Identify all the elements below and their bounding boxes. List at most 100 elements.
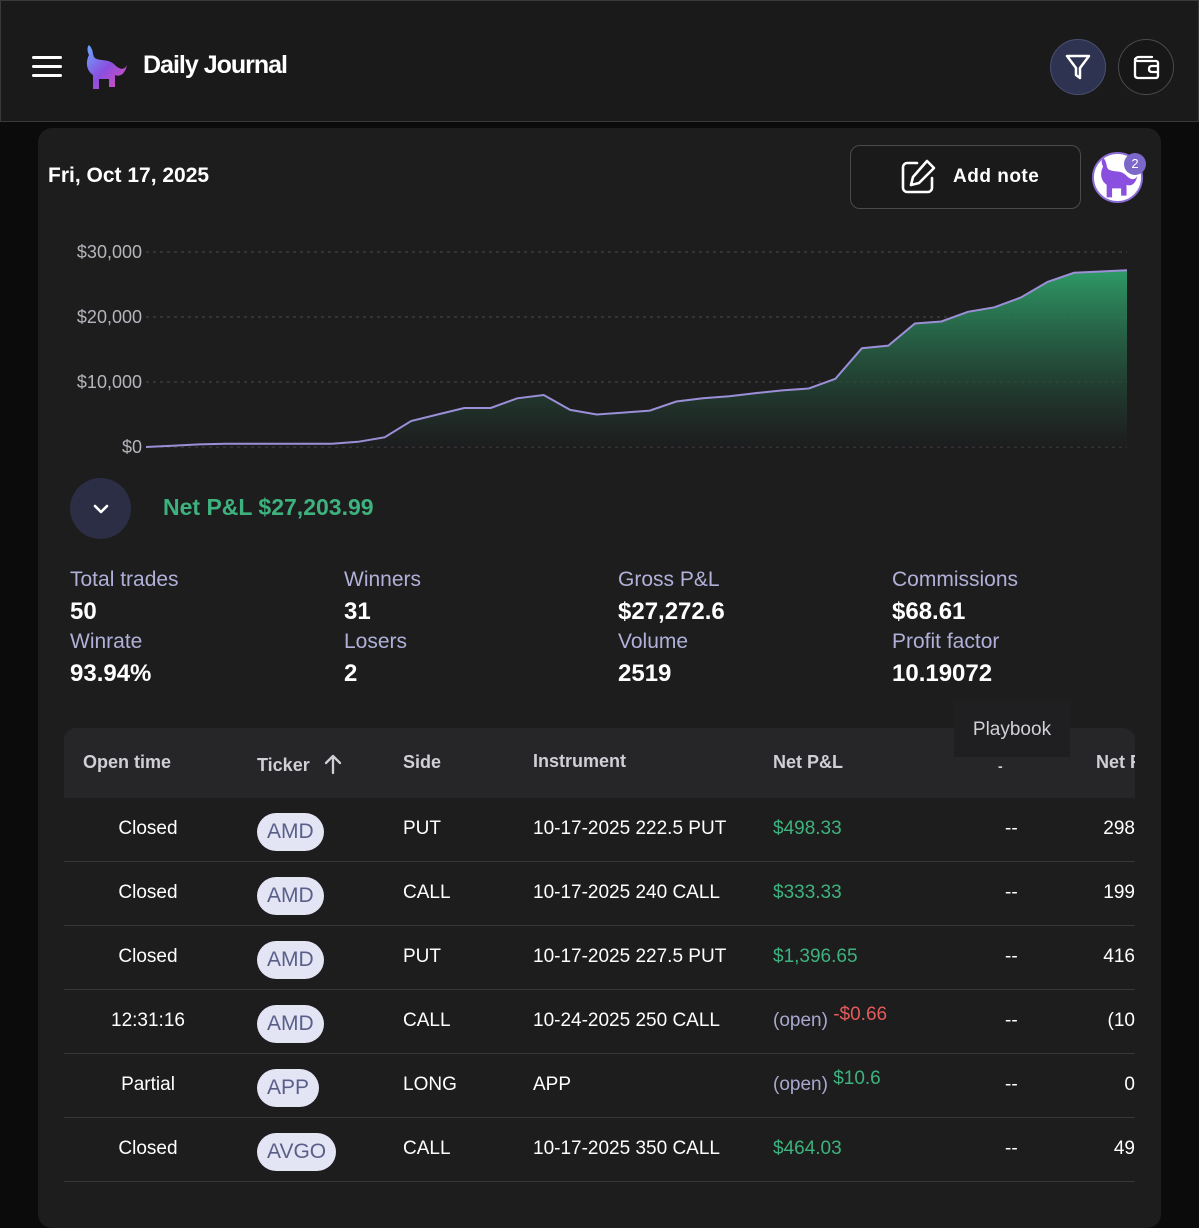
side-cell: CALL	[403, 1010, 451, 1031]
stat-value-profit-factor: 10.19072	[892, 660, 993, 687]
notification-badge: 2	[1124, 153, 1146, 175]
instrument-cell: 10-17-2025 350 CALL	[533, 1138, 720, 1159]
net-r-cell: 298	[1103, 818, 1135, 839]
stat-value-winners: 31	[344, 598, 371, 625]
net-r-cell: 0	[1124, 1074, 1135, 1095]
instrument-cell: 10-17-2025 222.5 PUT	[533, 818, 727, 839]
y-tick-label: $20,000	[77, 307, 142, 327]
instrument-cell: APP	[533, 1074, 572, 1095]
net-pnl-cell: (open) $10.6	[773, 1068, 881, 1096]
net-pnl-cell: $1,396.65	[773, 946, 858, 968]
net-pnl-cell: (open) -$0.66	[773, 1004, 887, 1032]
ticker-pill[interactable]: AMD	[257, 877, 324, 915]
side-cell: CALL	[403, 882, 451, 903]
net-r-cell: 49	[1113, 1138, 1135, 1159]
stat-label-total-trades: Total trades	[70, 568, 179, 591]
column-header-playbook[interactable]: -	[998, 758, 1003, 774]
stat-label-commissions: Commissions	[892, 568, 1019, 591]
stat-value-gross-pnl: $27,272.6	[618, 598, 725, 625]
table-row[interactable]: Closed AMD PUT 10-17-2025 222.5 PUT $498.33 -…	[64, 798, 1135, 862]
table-row[interactable]: Closed AVGO CALL 10-17-2025 350 CALL $464.03…	[64, 1118, 1135, 1182]
instrument-cell: 10-17-2025 227.5 PUT	[533, 946, 727, 967]
stat-label-gross-pnl: Gross P&L	[618, 568, 720, 591]
open-time-cell: 12:31:16	[111, 1010, 185, 1031]
y-tick-label: $10,000	[77, 372, 142, 392]
column-header-ticker-label: Ticker	[257, 755, 310, 775]
ticker-pill[interactable]: AMD	[257, 1005, 324, 1043]
net-pnl-summary: Net P&L $27,203.99	[163, 494, 374, 520]
net-pnl-cell: $498.33	[773, 818, 842, 840]
stat-label-profit-factor: Profit factor	[892, 630, 1000, 653]
net-pnl-value: -$0.66	[833, 1004, 888, 1025]
ticker-pill[interactable]: AMD	[257, 941, 324, 979]
ticker-pill[interactable]: AVGO	[257, 1133, 337, 1171]
chart-line	[145, 269, 1128, 448]
instrument-cell: 10-17-2025 240 CALL	[533, 882, 720, 903]
stat-value-losers: 2	[344, 660, 358, 687]
add-note-button[interactable]: Add note	[850, 145, 1081, 209]
column-header-side[interactable]: Side	[403, 752, 442, 772]
open-time-cell: Closed	[118, 946, 178, 967]
ticker-pill[interactable]: APP	[257, 1069, 320, 1107]
journal-date: Fri, Oct 17, 2025	[48, 164, 210, 187]
instrument-cell: 10-24-2025 250 CALL	[533, 1010, 720, 1031]
app-title: Daily Journal	[143, 51, 288, 79]
column-header-net-pnl[interactable]: Net P&L	[773, 752, 844, 772]
net-r-cell: (10	[1107, 1010, 1135, 1031]
y-tick-label: $30,000	[77, 242, 142, 262]
stat-label-winners: Winners	[344, 568, 422, 591]
playbook-cell: --	[1005, 1138, 1018, 1159]
stat-value-volume: 2519	[618, 660, 672, 687]
side-cell: CALL	[403, 1138, 451, 1159]
net-r-cell: 199	[1103, 882, 1135, 903]
net-pnl-value: $333.33	[773, 882, 842, 903]
filter-icon	[1065, 54, 1091, 80]
column-header-instrument[interactable]: Instrument	[533, 751, 627, 771]
net-pnl-value: $498.33	[773, 818, 842, 839]
net-pnl-value: $1,396.65	[773, 946, 858, 967]
wallet-button[interactable]	[1118, 39, 1174, 95]
net-pnl-cell: $333.33	[773, 882, 842, 904]
playbook-tooltip: Playbook	[954, 701, 1070, 757]
open-position-label: (open)	[773, 1074, 828, 1095]
add-note-label: Add note	[953, 166, 1040, 187]
stat-label-volume: Volume	[618, 630, 689, 653]
net-pnl-value: $10.6	[833, 1068, 881, 1089]
side-cell: PUT	[403, 818, 441, 839]
table-row[interactable]: Partial APP LONG APP (open) $10.6 -- 0	[64, 1054, 1135, 1118]
playbook-cell: --	[1005, 946, 1018, 967]
playbook-cell: --	[1005, 1010, 1018, 1031]
table-row[interactable]: 12:31:16 AMD CALL 10-24-2025 250 CALL (open)…	[64, 990, 1135, 1054]
top-bar: Daily Journal	[0, 0, 1199, 122]
logo-icon	[86, 45, 127, 89]
side-cell: LONG	[403, 1074, 457, 1095]
menu-icon[interactable]	[32, 56, 62, 78]
chart-area	[146, 270, 1127, 447]
stat-label-winrate: Winrate	[70, 630, 143, 653]
column-header-net-r[interactable]: Net R	[1096, 752, 1135, 772]
ticker-pill[interactable]: AMD	[257, 813, 324, 851]
table-row[interactable]: Closed AMD CALL 10-17-2025 240 CALL $333.33 -…	[64, 862, 1135, 926]
table-row[interactable]: Closed AMD PUT 10-17-2025 227.5 PUT $1,396.6…	[64, 926, 1135, 990]
column-header-ticker[interactable]: Ticker	[257, 752, 345, 776]
sort-ascending-icon	[324, 754, 341, 775]
stat-value-total-trades: 50	[70, 598, 97, 625]
stat-value-winrate: 93.94%	[70, 660, 152, 687]
avatar-logo-icon	[1101, 157, 1138, 198]
wallet-icon	[1133, 55, 1160, 80]
playbook-cell: --	[1005, 1074, 1018, 1095]
column-header-open-time[interactable]: Open time	[83, 752, 172, 772]
pnl-chart: $30,000 $20,000 $10,000 $0	[77, 242, 1128, 457]
playbook-cell: --	[1005, 882, 1018, 903]
playbook-cell: --	[1005, 818, 1018, 839]
expand-button[interactable]	[70, 478, 131, 539]
net-pnl-value: $464.03	[773, 1138, 842, 1159]
open-position-label: (open)	[773, 1010, 828, 1031]
y-tick-label: $0	[122, 437, 142, 457]
chevron-down-icon	[93, 504, 108, 513]
edit-note-icon	[901, 159, 936, 194]
side-cell: PUT	[403, 946, 441, 967]
open-time-cell: Closed	[118, 1138, 178, 1159]
stat-label-losers: Losers	[344, 630, 408, 653]
filter-button[interactable]	[1050, 39, 1106, 95]
